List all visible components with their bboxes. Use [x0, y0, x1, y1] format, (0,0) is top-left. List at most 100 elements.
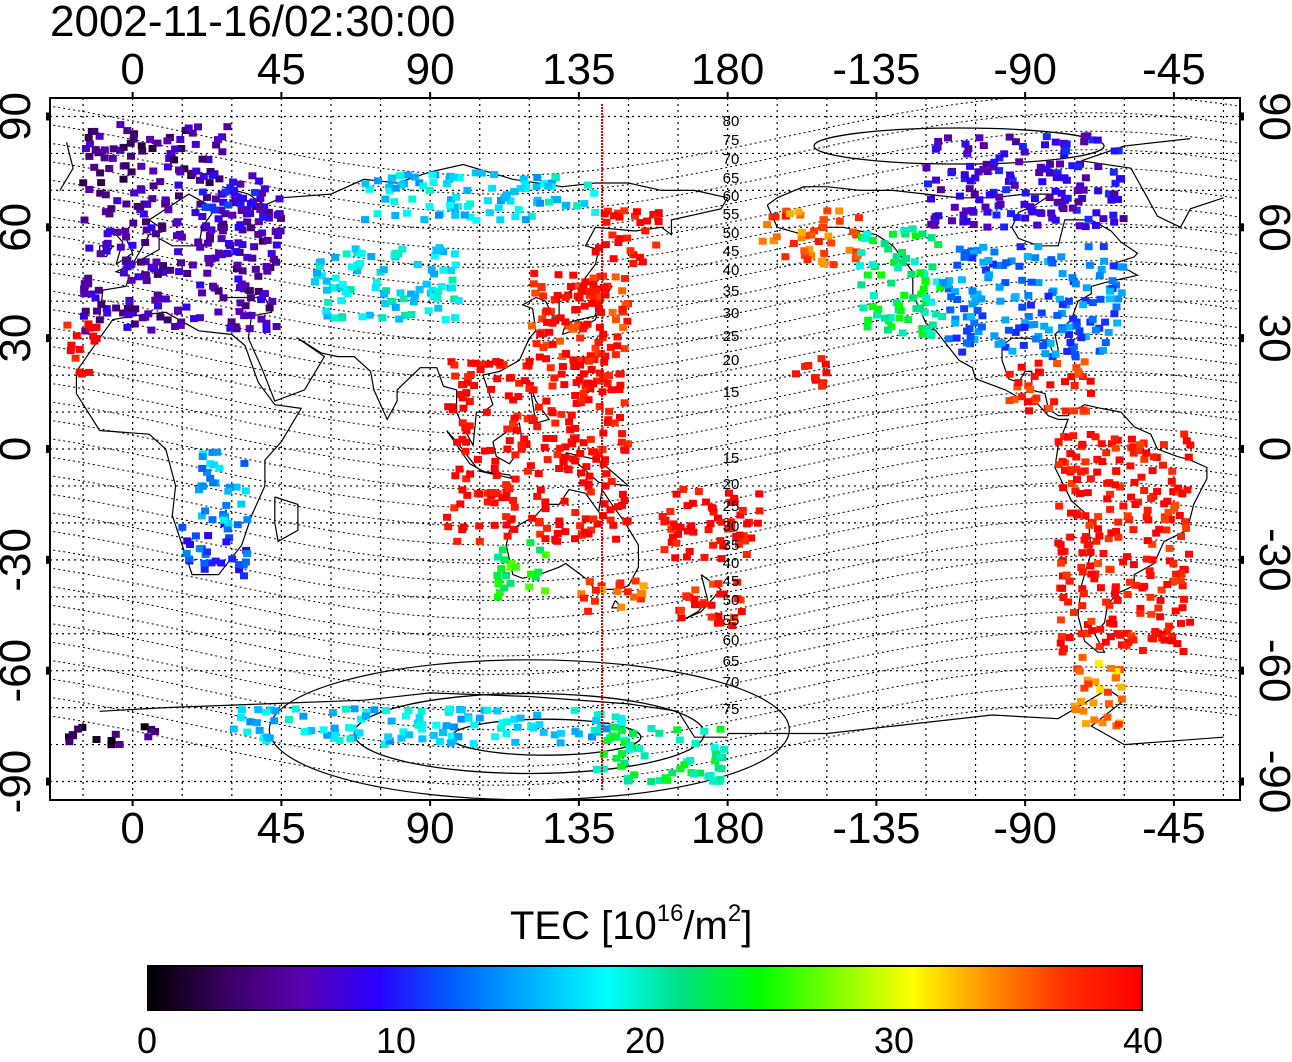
tec-sample	[171, 145, 180, 153]
tec-sample	[900, 291, 909, 299]
tec-sample	[620, 446, 629, 454]
tec-sample	[1143, 555, 1151, 563]
tec-sample	[691, 586, 700, 594]
tec-sample	[606, 516, 615, 524]
tec-sample	[381, 300, 390, 308]
tec-sample	[215, 249, 224, 257]
tec-sample	[571, 424, 579, 432]
tec-sample	[206, 168, 215, 175]
tec-sample	[671, 554, 680, 562]
tec-sample	[890, 258, 899, 266]
tec-sample	[1106, 287, 1115, 295]
tec-sample	[1004, 326, 1013, 334]
tec-sample	[532, 340, 541, 348]
tec-sample	[617, 438, 626, 446]
tec-sample	[886, 314, 895, 322]
tec-sample	[1000, 150, 1009, 158]
tec-sample	[492, 471, 501, 479]
colorbar-tick-label: 10	[375, 1020, 417, 1061]
tec-sample	[1117, 641, 1126, 649]
tec-sample	[555, 517, 564, 525]
tec-sample	[672, 490, 681, 498]
tec-sample	[1104, 535, 1113, 543]
tec-sample	[457, 715, 466, 723]
tec-sample	[330, 724, 339, 732]
tec-sample	[81, 307, 90, 315]
tec-sample	[529, 386, 538, 394]
tec-sample	[385, 183, 394, 191]
tec-sample	[590, 356, 599, 363]
tec-sample	[1114, 295, 1123, 303]
tec-sample	[585, 291, 594, 299]
tec-sample	[261, 708, 270, 716]
coastline	[565, 452, 631, 487]
tec-sample	[541, 535, 550, 543]
tec-sample	[525, 357, 534, 365]
tec-sample	[1071, 487, 1080, 495]
tec-sample	[676, 523, 685, 531]
tec-sample	[509, 420, 517, 428]
mlat-label-south: 30	[723, 518, 740, 535]
tec-sample	[961, 140, 970, 148]
tec-sample	[1142, 449, 1151, 457]
tec-sample	[1094, 187, 1103, 195]
tec-sample	[1051, 216, 1060, 224]
tec-sample	[171, 323, 180, 330]
tec-sample	[1142, 513, 1151, 521]
tec-sample	[526, 539, 535, 547]
tec-sample	[1078, 602, 1087, 610]
tec-sample	[1068, 466, 1077, 474]
tec-sample	[983, 168, 992, 176]
tec-sample	[479, 360, 488, 368]
colorbar-tick-label: 20	[624, 1020, 666, 1061]
tec-sample	[702, 498, 711, 506]
tec-sample	[1011, 293, 1020, 301]
tec-sample	[485, 360, 494, 368]
tec-sample	[399, 295, 408, 303]
tec-sample	[475, 537, 484, 545]
tec-sample	[922, 294, 931, 302]
tec-sample	[585, 287, 594, 295]
tec-sample	[1099, 550, 1108, 557]
tec-sample	[691, 601, 699, 609]
tec-sample	[509, 396, 518, 404]
tec-sample	[1070, 407, 1079, 415]
tec-sample	[704, 526, 713, 534]
tec-sample	[260, 290, 269, 298]
tec-sample	[195, 545, 204, 553]
tec-sample	[241, 487, 250, 495]
tec-sample	[123, 323, 132, 331]
tec-sample	[219, 220, 228, 228]
tec-sample	[605, 372, 613, 380]
tec-sample	[934, 212, 943, 220]
tec-sample	[953, 296, 962, 303]
tec-sample	[589, 280, 598, 288]
tec-sample	[141, 239, 150, 246]
tec-sample	[569, 455, 578, 463]
tec-sample	[709, 777, 717, 785]
tec-sample	[1140, 455, 1149, 463]
tec-sample	[1041, 350, 1050, 358]
tec-sample	[1149, 635, 1158, 643]
tec-sample	[572, 306, 581, 313]
tec-sample	[211, 557, 220, 565]
tec-sample	[112, 304, 121, 312]
tec-sample	[609, 521, 618, 529]
tec-sample	[1180, 595, 1188, 603]
tec-sample	[243, 206, 252, 214]
tec-sample	[475, 714, 484, 722]
tec-sample	[451, 261, 460, 269]
tec-sample	[153, 270, 162, 278]
tec-sample	[594, 450, 603, 458]
tec-sample	[361, 180, 370, 188]
tec-sample	[619, 324, 628, 331]
tec-sample	[396, 172, 404, 180]
tec-sample	[198, 289, 206, 297]
mlat-label-north: 15	[723, 384, 740, 401]
tec-sample	[515, 379, 524, 387]
tec-sample	[963, 150, 972, 158]
tec-sample	[807, 251, 816, 259]
tec-sample	[1072, 322, 1081, 330]
tec-sample	[126, 139, 135, 147]
tec-sample	[1106, 566, 1115, 574]
